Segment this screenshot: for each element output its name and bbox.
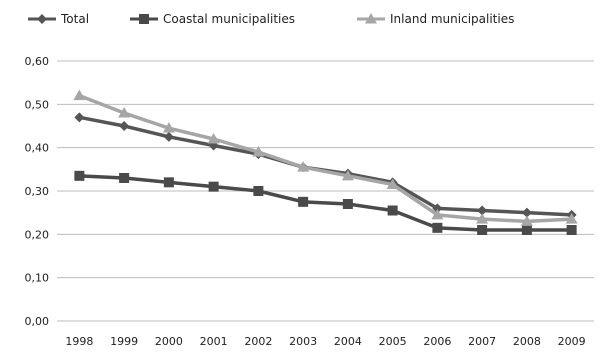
legend-label: Coastal municipalities bbox=[163, 12, 295, 26]
data-point bbox=[477, 225, 488, 235]
data-point bbox=[432, 203, 443, 214]
series-lines bbox=[73, 89, 578, 235]
data-point bbox=[520, 215, 533, 226]
legend: Total Coastal municipalities Inland munici… bbox=[28, 12, 514, 26]
data-point bbox=[432, 222, 443, 233]
series-line bbox=[79, 115, 572, 217]
y-tick-label: 0,00 bbox=[25, 315, 50, 328]
data-point bbox=[477, 205, 488, 216]
x-tick-label: 2007 bbox=[468, 335, 496, 348]
data-point bbox=[342, 199, 353, 209]
data-point bbox=[73, 89, 86, 101]
data-point bbox=[387, 205, 398, 216]
x-tick-label: 2006 bbox=[423, 335, 451, 348]
x-tick-label: 2000 bbox=[155, 335, 183, 348]
data-point bbox=[252, 146, 265, 157]
data-point bbox=[298, 196, 309, 207]
x-tick-label: 2003 bbox=[289, 335, 317, 348]
data-point bbox=[386, 178, 399, 189]
y-tick-label: 0,50 bbox=[25, 98, 50, 111]
x-tick-label: 2008 bbox=[513, 335, 541, 348]
data-point bbox=[163, 177, 174, 188]
data-point bbox=[341, 169, 354, 181]
x-tick-label: 2001 bbox=[200, 335, 228, 348]
legend-marker bbox=[139, 14, 149, 24]
series-line bbox=[79, 174, 572, 232]
data-point bbox=[162, 122, 175, 133]
x-tick-label: 1998 bbox=[65, 335, 93, 348]
data-point bbox=[521, 225, 532, 235]
gridlines bbox=[57, 60, 594, 322]
legend-label: Total bbox=[60, 12, 89, 26]
data-point bbox=[566, 225, 577, 235]
legend-marker bbox=[37, 14, 47, 24]
data-point bbox=[565, 213, 578, 224]
series-2 bbox=[74, 170, 577, 235]
data-point bbox=[208, 181, 219, 192]
data-point bbox=[119, 121, 130, 131]
data-point bbox=[119, 173, 130, 183]
x-tick-label: 2004 bbox=[334, 335, 362, 348]
data-point bbox=[118, 107, 131, 118]
series-3 bbox=[73, 89, 578, 226]
y-axis-ticks: 0,00 0,10 0,20 0,30 0,40 0,50 0,60 bbox=[25, 55, 50, 328]
x-tick-label: 2009 bbox=[558, 335, 586, 348]
legend-item: Inland municipalities bbox=[357, 12, 514, 26]
y-tick-label: 0,40 bbox=[25, 142, 50, 155]
data-point bbox=[163, 131, 174, 142]
x-axis-ticks: 1998 1999 2000 2001 2002 2003 2004 2005 2006 2007… bbox=[65, 335, 585, 348]
legend-label: Inland municipalities bbox=[390, 12, 514, 26]
y-tick-label: 0,30 bbox=[25, 185, 50, 198]
data-point bbox=[521, 207, 532, 218]
data-point bbox=[476, 213, 489, 224]
series-line bbox=[78, 94, 572, 224]
data-point bbox=[74, 170, 85, 181]
legend-item: Coastal municipalities bbox=[130, 12, 295, 26]
x-tick-label: 1999 bbox=[110, 335, 138, 348]
y-tick-label: 0,20 bbox=[25, 228, 50, 241]
data-point bbox=[297, 161, 310, 172]
legend-marker bbox=[365, 13, 377, 24]
y-tick-label: 0,60 bbox=[25, 55, 50, 68]
y-tick-label: 0,10 bbox=[25, 272, 50, 285]
data-point bbox=[253, 186, 264, 196]
legend-item: Total bbox=[28, 12, 89, 26]
data-point bbox=[207, 133, 220, 144]
x-tick-label: 2005 bbox=[379, 335, 407, 348]
x-tick-label: 2002 bbox=[244, 335, 272, 348]
data-point bbox=[431, 208, 444, 220]
data-point bbox=[74, 112, 85, 123]
